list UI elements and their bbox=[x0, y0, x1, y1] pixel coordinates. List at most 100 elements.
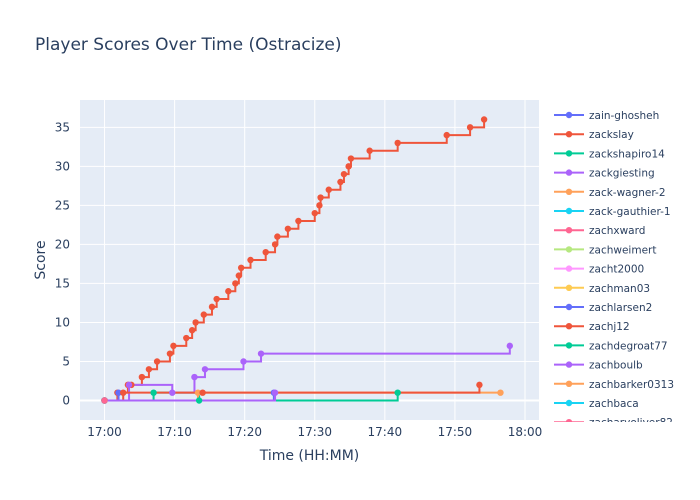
data-point-zackslay bbox=[237, 264, 245, 272]
legend-item-zackgiesting[interactable]: zackgiesting bbox=[554, 168, 655, 180]
legend-item-zackslay[interactable]: zackslay bbox=[554, 129, 634, 141]
legend-item-zachweimert[interactable]: zachweimert bbox=[554, 244, 656, 256]
legend-swatch-marker bbox=[565, 380, 573, 387]
data-point-zackshapiro14 bbox=[195, 397, 203, 404]
x-tick-label: 17:30 bbox=[297, 425, 332, 439]
data-point-zackslay bbox=[247, 256, 254, 264]
legend-item-zachdegroat77[interactable]: zachdegroat77 bbox=[554, 340, 668, 352]
x-tick-label: 17:40 bbox=[368, 425, 403, 439]
data-point-zackgiesting bbox=[240, 358, 247, 365]
legend-item-zachxward[interactable]: zachxward bbox=[554, 225, 645, 237]
legend-label: zachdegroat77 bbox=[589, 340, 668, 352]
legend-item-zack-wagner-2[interactable]: zack-wagner-2 bbox=[554, 187, 666, 199]
legend-swatch-marker bbox=[565, 246, 573, 253]
chart-title: Player Scores Over Time (Ostracize) bbox=[35, 35, 342, 55]
legend-swatch-marker bbox=[565, 150, 573, 157]
data-point-zack-wagner-2 bbox=[194, 389, 202, 396]
data-point-zackslay bbox=[208, 303, 216, 311]
data-point-zackslay bbox=[192, 319, 199, 326]
x-tick-label: 17:10 bbox=[157, 425, 192, 439]
legend-label: zachbaca bbox=[589, 398, 639, 410]
data-point-zackslay bbox=[271, 241, 279, 248]
legend-label: zachman03 bbox=[589, 283, 650, 295]
data-point-zackslay bbox=[340, 170, 348, 178]
legend-item-zack-gauthier-1[interactable]: zack-gauthier-1 bbox=[554, 206, 671, 218]
data-point-zackslay bbox=[235, 272, 243, 279]
x-tick-label: 17:50 bbox=[438, 425, 473, 439]
data-point-zackslay bbox=[347, 155, 355, 162]
legend-label: zachxward bbox=[589, 225, 645, 237]
legend-item-zachlarsen2[interactable]: zachlarsen2 bbox=[554, 302, 652, 314]
y-tick-label: 0 bbox=[62, 393, 70, 407]
legend-swatch-marker bbox=[565, 131, 573, 138]
legend-swatch-marker bbox=[565, 227, 573, 234]
x-tick-label: 18:00 bbox=[508, 425, 543, 439]
y-tick-label: 30 bbox=[55, 159, 70, 173]
data-point-zachboulb bbox=[271, 389, 279, 396]
legend-swatch-marker bbox=[565, 361, 573, 368]
x-axis-title: Time (HH:MM) bbox=[259, 448, 360, 464]
y-tick-label: 25 bbox=[55, 198, 70, 212]
legend-label: zachbarker0313 bbox=[589, 379, 674, 391]
data-point-zack-wagner-2 bbox=[497, 389, 504, 396]
legend-swatch-marker bbox=[565, 323, 573, 330]
data-point-zackslay bbox=[366, 147, 373, 154]
data-point-zackslay bbox=[170, 342, 177, 350]
legend-swatch-marker bbox=[565, 284, 573, 291]
legend-swatch-marker bbox=[565, 303, 573, 311]
legend-item-zain-ghosheh[interactable]: zain-ghosheh bbox=[554, 110, 659, 122]
legend-item-zachman03[interactable]: zachman03 bbox=[554, 283, 650, 295]
data-point-zackshapiro14 bbox=[150, 389, 157, 396]
legend-item-zacht2000[interactable]: zacht2000 bbox=[554, 264, 644, 276]
series-points bbox=[101, 116, 514, 404]
legend-label: zain-ghosheh bbox=[589, 110, 659, 122]
legend-item-zackshapiro14[interactable]: zackshapiro14 bbox=[554, 148, 665, 160]
data-point-zackgiesting bbox=[191, 373, 198, 381]
data-point-zackslay bbox=[480, 116, 488, 123]
legend-swatch-marker bbox=[565, 207, 573, 215]
data-point-zackgiesting bbox=[201, 366, 209, 373]
legend-label: zackshapiro14 bbox=[589, 148, 665, 160]
data-point-zackslay bbox=[311, 209, 318, 217]
data-point-zackslay bbox=[153, 358, 161, 365]
data-point-zackgiesting bbox=[125, 381, 133, 389]
legend-swatch-marker bbox=[565, 188, 573, 195]
data-point-zackslay bbox=[188, 327, 196, 334]
legend-item-zacharyoliver82[interactable]: zacharyoliver82 bbox=[554, 417, 673, 429]
data-point-zackslay bbox=[284, 225, 292, 232]
y-tick-label: 15 bbox=[55, 276, 70, 290]
data-point-zackslay bbox=[183, 334, 190, 342]
data-point-zackshapiro14 bbox=[394, 389, 401, 396]
legend-swatch-marker bbox=[565, 342, 573, 349]
legend-label: zacht2000 bbox=[589, 264, 644, 276]
data-point-zackslay bbox=[394, 139, 401, 147]
legend-label: zack-wagner-2 bbox=[589, 187, 666, 199]
data-point-zackslay bbox=[262, 248, 269, 256]
y-axis-ticks: 0 5 10 15 20 25 30 35 bbox=[55, 120, 70, 407]
y-tick-label: 5 bbox=[62, 354, 70, 368]
legend-item-zachj12[interactable]: zachj12 bbox=[554, 321, 630, 333]
legend-label: zachboulb bbox=[589, 360, 643, 372]
data-point-zackslay bbox=[166, 350, 174, 357]
x-axis-ticks: 17:00 17:10 17:20 17:30 17:40 17:50 18:00 bbox=[87, 425, 542, 439]
data-point-zackslay bbox=[225, 288, 232, 295]
legend-label: zachlarsen2 bbox=[589, 302, 652, 314]
data-point-zacharyoliver82 bbox=[101, 397, 108, 404]
data-point-zackslay bbox=[325, 186, 332, 193]
legend-item-zachbarker0313[interactable]: zachbarker0313 bbox=[554, 379, 674, 391]
legend-item-zachboulb[interactable]: zachboulb bbox=[554, 360, 643, 372]
data-point-zackslay bbox=[443, 131, 450, 139]
data-point-zackslay bbox=[274, 233, 281, 240]
data-point-zackslay bbox=[138, 373, 146, 381]
data-point-zackslay bbox=[295, 217, 302, 225]
data-point-zackslay bbox=[200, 311, 208, 318]
data-point-zachj12 bbox=[476, 381, 483, 389]
legend-swatch-marker bbox=[565, 265, 573, 272]
data-point-zackslay bbox=[345, 163, 352, 170]
data-point-zackslay bbox=[232, 280, 239, 287]
data-point-zackslay bbox=[337, 178, 344, 186]
data-point-zackslay bbox=[317, 194, 324, 201]
legend-item-zachbaca[interactable]: zachbaca bbox=[554, 398, 639, 410]
legend[interactable]: zain-ghosheh zackslay zackshapiro14 zackgie… bbox=[554, 110, 674, 429]
